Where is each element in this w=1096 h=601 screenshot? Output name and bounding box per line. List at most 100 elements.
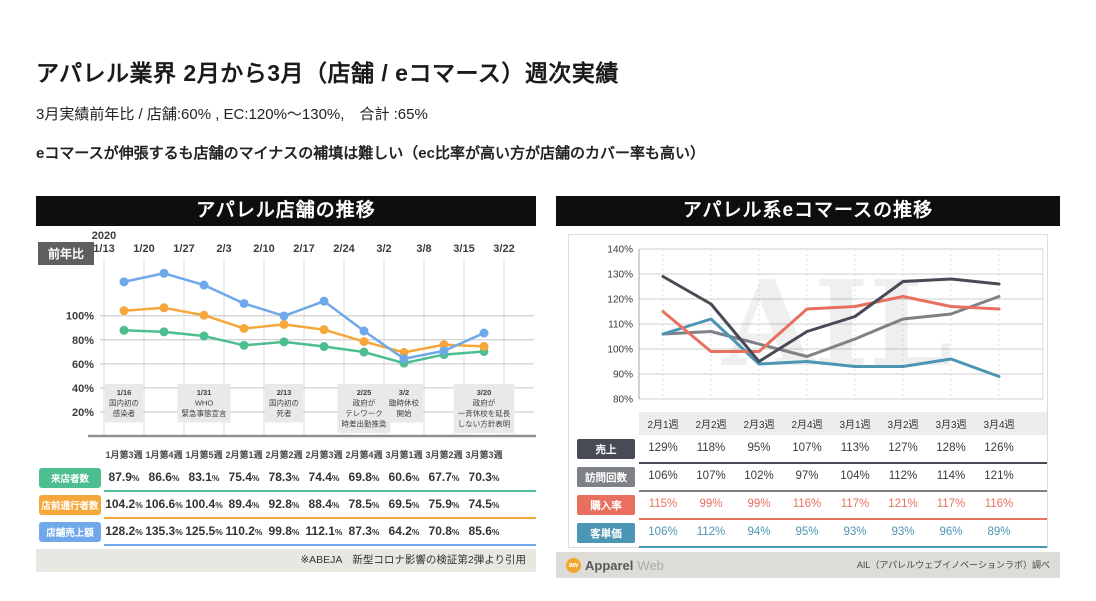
chart-point (199, 280, 209, 290)
x-axis-date: 3/22 (493, 243, 514, 255)
value-cell: 89% (987, 526, 1011, 538)
chart-line-売上 (661, 275, 1001, 363)
event-annotation-box (337, 384, 391, 433)
store-source: ※ABEJA 新型コロナ影響の検証第2弾より引用 (36, 549, 536, 572)
value-cell: 85.6% (468, 523, 500, 538)
chart-point (479, 328, 489, 338)
value-cell: 110.2% (225, 523, 263, 538)
row-badge-cell: 来店者数 (36, 467, 104, 488)
value-cell: 129% (648, 442, 678, 454)
apparelweb-logo-text-bold: Apparel (585, 557, 634, 573)
chart-point (479, 341, 489, 351)
table-row: 来店者数 87.9% 86.6% 83.1% 75.4% 78.3% 74.4% 69.8% 6… (36, 464, 536, 492)
value-cell: 70.8% (428, 523, 460, 538)
y-axis-label: 110% (608, 320, 633, 331)
value-cell: 102% (744, 470, 774, 482)
event-annotation-text: 3/2 (399, 388, 409, 397)
x-axis-date: 3/8 (416, 243, 431, 255)
y-axis-label: 80% (72, 335, 94, 347)
value-cell: 107% (792, 442, 822, 454)
week-label: 3月第2週 (425, 449, 463, 460)
row-badge-cell: 店前通行者数 (36, 494, 104, 515)
row-badge: 店前通行者数 (39, 494, 101, 515)
row-badge: 購入率 (577, 495, 635, 515)
ec-panel: アパレル系eコマースの推移 140% 130% 120% 110% 100% 90% 80%… (556, 196, 1060, 578)
row-badge: 店舗売上額 (39, 521, 101, 542)
week-label: 2月第4週 (345, 449, 383, 460)
value-cell: 87.9% (108, 469, 140, 484)
week-label: 2月1週 (647, 420, 679, 431)
y-axis-label: 100% (66, 311, 94, 323)
value-cell: 106% (648, 470, 678, 482)
ec-table: 売上 129% 118% 95% 107% 113% 127% 128% 126% 訪問回数 106… (569, 435, 1047, 548)
week-label: 1月第3週 (105, 449, 143, 460)
value-cell: 112% (888, 470, 918, 482)
y-axis-label: 140% (607, 245, 633, 256)
value-cell: 89.4% (228, 496, 260, 511)
event-annotation-text: 一斉休校を延長 (458, 408, 511, 418)
week-label: 2月2週 (695, 420, 727, 431)
value-cell: 112.1% (305, 523, 343, 538)
week-label: 1月第4週 (145, 449, 183, 460)
chart-point (159, 303, 169, 313)
event-annotation-text: 時差出勤推奨 (342, 419, 387, 429)
value-cell: 87.3% (348, 523, 380, 538)
event-annotation-text: 2/25 (357, 388, 372, 397)
ec-source: AIL（アパレルウェブイノベーションラボ）調べ (856, 559, 1050, 570)
value-cell: 75.4% (228, 469, 260, 484)
table-row: 購入率 115% 99% 99% 116% 117% 121% 117% 116% (569, 490, 1047, 520)
value-cell: 100.4% (185, 496, 223, 511)
row-values: 115% 99% 99% 116% 117% 121% 117% 116% (639, 490, 1047, 520)
value-cell: 126% (984, 442, 1014, 454)
value-cell: 114% (936, 470, 966, 482)
event-annotation-text: テレワーク (345, 409, 383, 418)
row-badge: 来店者数 (39, 467, 101, 488)
event-annotation-text: 1/16 (117, 388, 132, 397)
value-cell: 107% (696, 470, 726, 482)
value-cell: 113% (840, 442, 870, 454)
value-cell: 69.8% (348, 469, 380, 484)
chart-line-来店者数 (123, 329, 485, 365)
chart-point (359, 347, 369, 357)
week-label: 2月第3週 (305, 449, 343, 460)
chart-point (279, 337, 289, 347)
chart-line-購入率 (661, 295, 1001, 353)
store-panel-title: アパレル店舗の推移 (36, 196, 536, 226)
week-label: 3月3週 (935, 420, 967, 431)
chart-point (119, 325, 129, 335)
value-cell: 106.6% (145, 496, 183, 511)
value-cell: 64.2% (388, 523, 420, 538)
chart-point (359, 326, 369, 336)
apparelweb-logo-icon: aw (566, 557, 581, 573)
chart-point (119, 277, 129, 287)
ec-panel-title: アパレル系eコマースの推移 (556, 196, 1060, 226)
event-annotation-text: 政府が (353, 398, 376, 408)
chart-point (119, 306, 129, 316)
y-axis-label: 90% (613, 370, 633, 381)
chart-point (239, 298, 249, 308)
event-annotation-text: しない方針表明 (458, 419, 511, 429)
page-title: アパレル業界 2月から3月（店舗 / eコマース）週次実績 (36, 60, 619, 86)
ec-footer: aw Apparel Web AIL（アパレルウェブイノベーションラボ）調べ (556, 552, 1060, 578)
value-cell: 128.2% (105, 523, 143, 538)
event-annotation-text: 臨時休校 (389, 398, 419, 408)
chart-point (239, 340, 249, 350)
row-values: 104.2% 106.6% 100.4% 89.4% 92.8% 88.4% 78.5% 69… (104, 490, 536, 519)
week-label: 2月4週 (791, 420, 823, 431)
value-cell: 99% (699, 498, 723, 510)
event-annotation-text: 政府が (473, 398, 496, 408)
chart-point (199, 310, 209, 320)
value-cell: 106% (648, 526, 678, 538)
y-axis-label: 100% (607, 345, 633, 356)
chart-line-客単価 (661, 317, 1001, 378)
x-axis-date: 2/17 (293, 243, 314, 255)
yoy-badge: 前年比 (38, 242, 95, 265)
value-cell: 88.4% (308, 496, 340, 511)
week-label: 3月4週 (983, 420, 1015, 431)
value-cell: 67.7% (428, 469, 460, 484)
event-annotation-box (453, 384, 515, 433)
value-cell: 78.3% (268, 469, 300, 484)
x-axis-date: 3/2 (376, 243, 391, 255)
store-table-header: 1月第3週 1月第4週 1月第5週 2月第1週 2月第2週 2月第3週 2月第4週 3月第1週… (36, 444, 536, 464)
table-row: 店舗売上額 128.2% 135.3% 125.5% 110.2% 99.8% 112.1%… (36, 518, 536, 546)
